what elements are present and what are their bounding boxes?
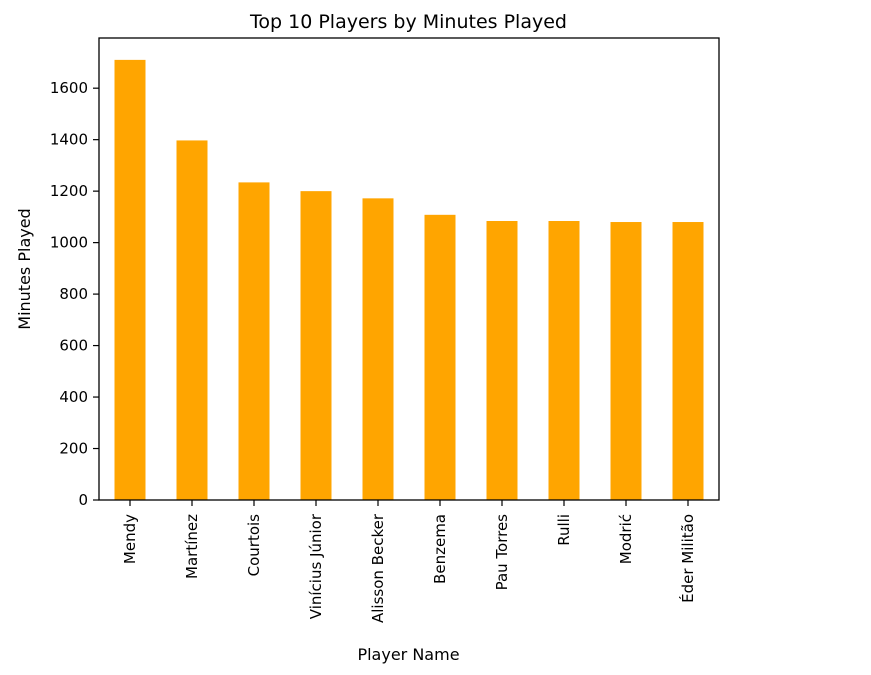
bar-6 (486, 220, 518, 500)
y-tick-label-0: 0 (78, 491, 88, 509)
y-axis: 0 200 400 600 800 1000 1200 1400 1600 (50, 79, 99, 509)
x-tick-label-0: Mendy (121, 514, 139, 564)
x-tick-label-5: Benzema (431, 514, 449, 584)
x-tick-label-9: Éder Militão (678, 514, 697, 603)
x-tick-label-8: Modrić (617, 514, 635, 564)
bar-2 (238, 182, 270, 500)
y-tick-label-2: 400 (59, 388, 88, 406)
bar-4 (362, 198, 394, 500)
y-tick-label-7: 1400 (50, 131, 88, 149)
x-axis-label: Player Name (357, 645, 459, 664)
x-tick-label-6: Pau Torres (493, 514, 511, 591)
bar-0 (114, 59, 146, 500)
bar-1 (176, 140, 208, 501)
bar-7 (548, 220, 580, 500)
x-tick-label-7: Rulli (555, 514, 573, 546)
y-axis-label: Minutes Played (15, 208, 34, 329)
x-tick-label-4: Alisson Becker (369, 513, 387, 623)
x-tick-label-1: Martínez (183, 514, 201, 579)
bars-group (114, 59, 704, 501)
bar-8 (610, 222, 642, 500)
plot-frame (98, 37, 720, 501)
x-tick-label-2: Courtois (245, 514, 263, 577)
x-axis: Mendy Martínez Courtois Vinícius Júnior Alis… (121, 500, 697, 623)
y-tick-label-8: 1600 (50, 79, 88, 97)
chart-title: Top 10 Players by Minutes Played (249, 11, 567, 33)
bar-5 (424, 214, 456, 500)
y-tick-label-6: 1200 (50, 182, 88, 200)
bar-3 (300, 191, 332, 500)
x-tick-label-3: Vinícius Júnior (307, 513, 325, 619)
y-tick-label-5: 1000 (50, 234, 88, 252)
y-tick-label-3: 600 (59, 337, 88, 355)
bar-9 (672, 222, 704, 500)
y-tick-label-4: 800 (59, 285, 88, 303)
y-tick-label-1: 200 (59, 440, 88, 458)
